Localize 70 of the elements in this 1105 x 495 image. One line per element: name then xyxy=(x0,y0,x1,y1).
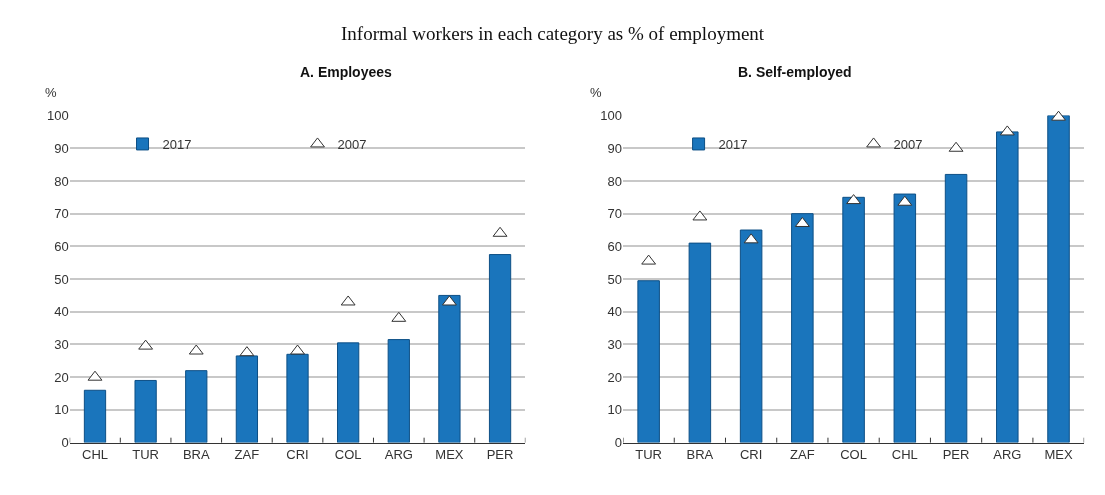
bar xyxy=(337,342,360,443)
bar xyxy=(996,131,1019,443)
y-tick-label: 0 xyxy=(614,435,623,451)
bar xyxy=(893,193,917,443)
x-tick-label: ARG xyxy=(993,447,1022,463)
bar xyxy=(791,213,814,443)
bar xyxy=(185,370,208,443)
y-tick-label: 80 xyxy=(54,173,69,189)
x-tick-label: ZAF xyxy=(790,447,815,463)
y-axis-title: % xyxy=(590,85,602,100)
y-tick-label: 60 xyxy=(607,238,623,254)
y-axis-title: % xyxy=(45,85,57,100)
y-tick-label: 20 xyxy=(54,369,69,385)
x-tick-label: CHL xyxy=(891,447,918,463)
x-tick-label: BRA xyxy=(686,447,714,463)
bar xyxy=(438,294,461,443)
x-tick-label: COL xyxy=(840,447,867,463)
bar xyxy=(134,379,157,443)
legend-label: 2007 xyxy=(337,137,367,153)
x-tick-label: CRI xyxy=(286,447,309,463)
bar xyxy=(944,173,968,443)
x-tick-label: CRI xyxy=(739,447,763,463)
x-tick-label: CHL xyxy=(81,447,108,463)
y-tick-label: 100 xyxy=(46,108,69,124)
bar xyxy=(83,389,107,443)
x-tick-label: BRA xyxy=(182,447,210,463)
legend-label: 2017 xyxy=(162,137,192,153)
legend-label: 2007 xyxy=(893,137,923,153)
x-tick-label: ARG xyxy=(384,447,413,463)
x-tick-label: TUR xyxy=(132,447,159,463)
point xyxy=(1051,110,1066,121)
y-tick-label: 100 xyxy=(600,108,623,124)
bar xyxy=(488,254,512,443)
y-tick-label: 50 xyxy=(607,271,623,287)
x-tick-label: COL xyxy=(334,447,362,463)
x-tick-label: PER xyxy=(486,447,514,463)
y-tick-label: 90 xyxy=(54,140,69,156)
y-tick-label: 70 xyxy=(607,206,623,222)
bar xyxy=(842,196,865,443)
x-tick-label: MEX xyxy=(1044,447,1073,463)
bar xyxy=(688,242,712,443)
bar xyxy=(235,355,259,443)
text: Informal workers in each category as % of employment xyxy=(341,23,765,44)
y-tick-label: 30 xyxy=(54,337,69,353)
y-tick-label: 70 xyxy=(54,206,69,222)
y-tick-label: 0 xyxy=(61,435,69,451)
y-tick-label: 50 xyxy=(54,271,69,287)
x-tick-label: MEX xyxy=(435,447,464,463)
y-tick-label: 30 xyxy=(607,337,623,353)
point xyxy=(290,344,305,355)
chart-title: A. Employees xyxy=(300,64,393,80)
y-tick-label: 20 xyxy=(607,369,623,385)
y-tick-label: 10 xyxy=(607,402,623,418)
y-tick-label: 90 xyxy=(607,140,623,156)
x-tick-label: TUR xyxy=(635,447,662,463)
point xyxy=(442,295,457,306)
y-tick-label: 10 xyxy=(54,402,69,418)
y-tick-label: 40 xyxy=(607,304,623,320)
chart-title: B. Self-employed xyxy=(738,64,852,80)
bar xyxy=(1047,115,1070,443)
y-tick-label: 80 xyxy=(607,173,623,189)
bar xyxy=(739,229,763,443)
y-tick-label: 40 xyxy=(54,304,69,320)
x-tick-label: PER xyxy=(942,447,970,463)
x-tick-label: ZAF xyxy=(234,447,260,463)
y-tick-label: 60 xyxy=(54,238,69,254)
bar xyxy=(387,339,410,443)
bar xyxy=(637,280,660,443)
bar xyxy=(286,353,309,443)
legend-label: 2017 xyxy=(718,137,748,153)
